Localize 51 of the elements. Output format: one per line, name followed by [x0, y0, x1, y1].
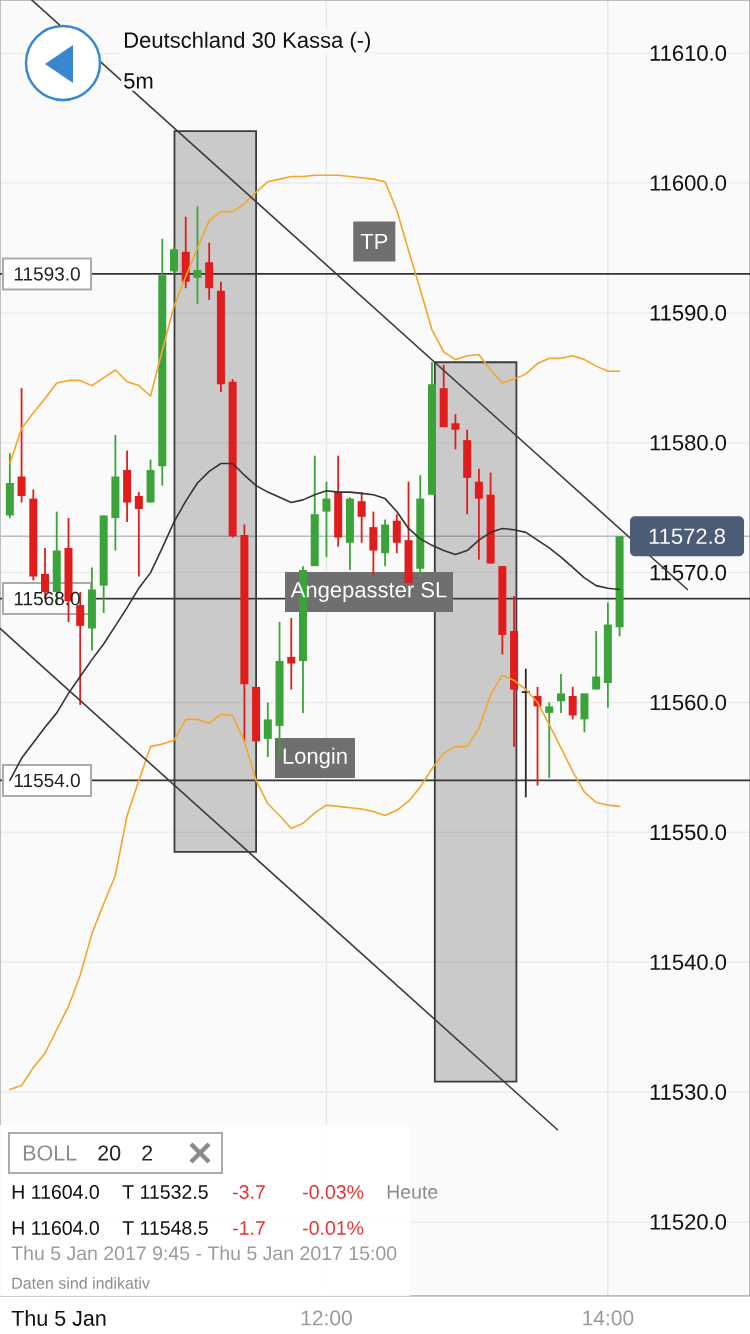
y-tick-label: 11520.0 — [650, 1214, 727, 1230]
candlestick — [545, 701, 554, 779]
annotation: -1.7 — [233, 1221, 265, 1235]
annotation: BOLL — [23, 1145, 77, 1161]
text: 5m — [124, 73, 153, 89]
annotation: Longin — [283, 747, 347, 769]
annotation: 2 — [142, 1145, 153, 1161]
annotation: Angepasster SL — [290, 581, 447, 602]
ref-line-label: 11572.8 — [649, 528, 725, 545]
annotation: T 11532.5 — [122, 1185, 208, 1199]
x-tick-label: 12:00 — [301, 1310, 352, 1326]
text: Thu 5 Jan — [11, 1310, 106, 1326]
y-tick-label: 11590.0 — [650, 305, 727, 321]
annotation: H 11604.0 — [12, 1185, 99, 1199]
annotation: 20 — [98, 1145, 121, 1161]
annotation: -3.7 — [233, 1185, 265, 1199]
candlestick — [451, 413, 460, 451]
candlestick — [592, 630, 601, 691]
y-tick-label: 11550.0 — [650, 824, 727, 841]
ref-line-label: 11593.0 — [14, 267, 80, 281]
annotation: -0.03% — [303, 1185, 364, 1199]
annotation: H 11604.0 — [12, 1221, 99, 1235]
candlestick — [357, 491, 366, 544]
candlestick — [134, 491, 143, 578]
candlestick — [193, 205, 202, 305]
candlestick — [170, 245, 179, 275]
y-tick-label: 11540.0 — [650, 954, 727, 971]
annotation: Thu 5 Jan 2017 9:45 - Thu 5 Jan 2017 15:00 — [11, 1245, 397, 1261]
y-tick-label: 11580.0 — [650, 434, 727, 451]
y-tick-label: 11530.0 — [650, 1084, 727, 1100]
annotation: T 11548.5 — [122, 1221, 208, 1235]
candlestick — [369, 510, 378, 578]
candlestick — [263, 701, 272, 758]
annotation: -0.01% — [303, 1221, 364, 1235]
y-tick-label: 11610.0 — [650, 45, 727, 61]
candlestick — [17, 387, 26, 504]
candlestick — [556, 673, 565, 714]
annotation: Heute — [387, 1185, 438, 1199]
y-tick-label: 11560.0 — [650, 694, 727, 711]
line-series — [9, 674, 621, 1091]
ref-line-label: 11554.0 — [14, 773, 80, 788]
y-tick-label: 11600.0 — [650, 175, 727, 191]
candlestick — [322, 480, 331, 558]
candlestick — [568, 686, 577, 721]
annotation: TP — [360, 233, 388, 250]
text: Deutschland 30 Kassa (-) — [125, 31, 371, 53]
x-tick-label: 14:00 — [583, 1310, 634, 1326]
annotation: Daten sind indikativ — [12, 1277, 150, 1289]
candlestick — [474, 467, 483, 561]
candlestick — [392, 513, 401, 555]
candlestick — [287, 617, 296, 691]
